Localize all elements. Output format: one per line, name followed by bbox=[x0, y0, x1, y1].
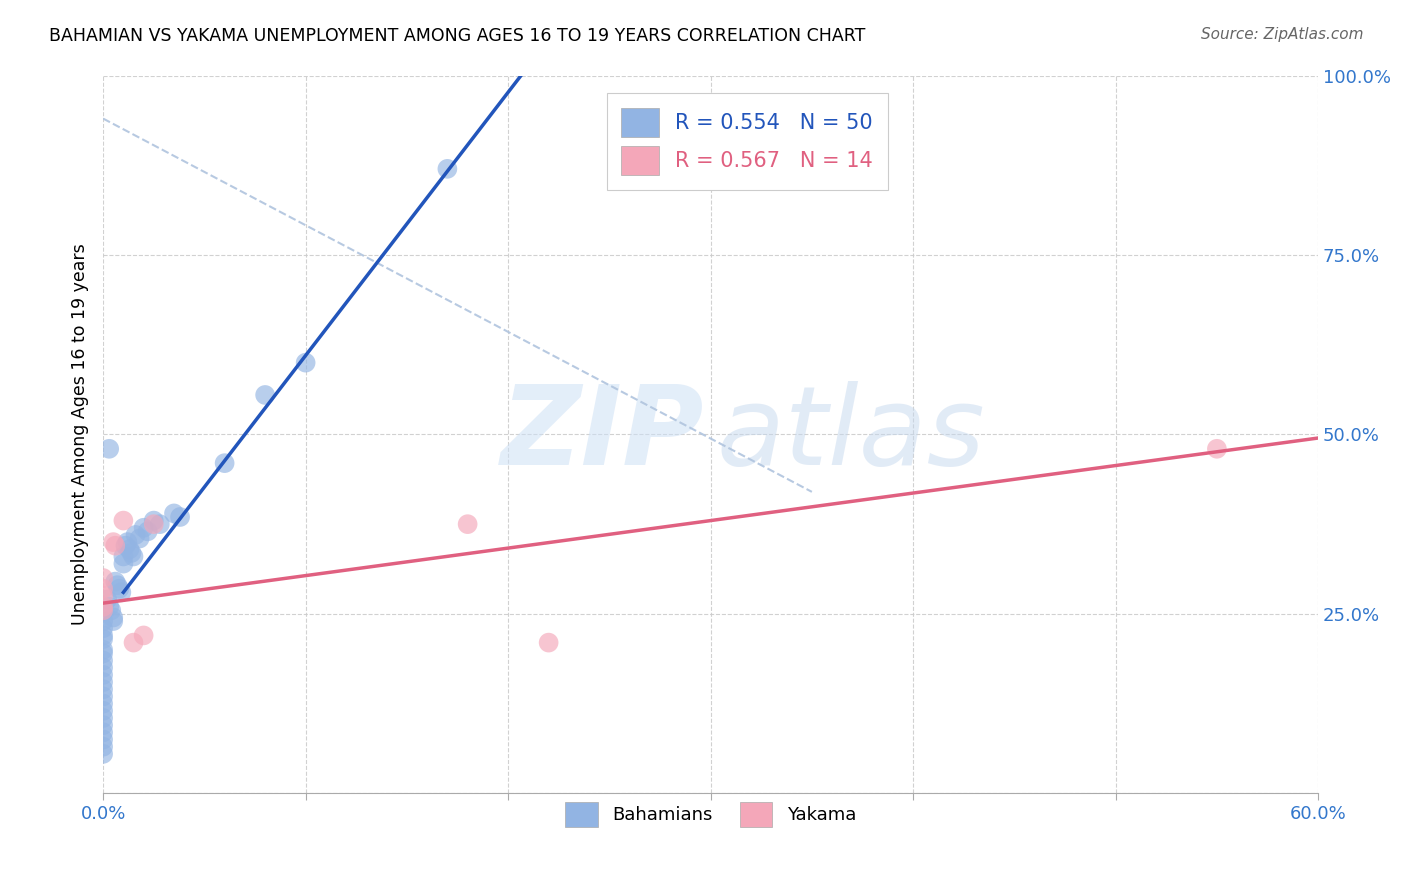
Point bbox=[91, 682, 114, 697]
Point bbox=[103, 535, 125, 549]
Point bbox=[294, 356, 316, 370]
Point bbox=[91, 697, 114, 711]
Point bbox=[91, 704, 114, 718]
Point bbox=[128, 532, 150, 546]
Point bbox=[214, 456, 236, 470]
Point bbox=[98, 599, 121, 614]
Point bbox=[436, 161, 458, 176]
Point bbox=[118, 542, 141, 557]
Point bbox=[96, 592, 118, 607]
Point bbox=[100, 603, 122, 617]
Point bbox=[132, 628, 155, 642]
Point bbox=[124, 528, 146, 542]
Point bbox=[91, 571, 114, 585]
Point bbox=[132, 521, 155, 535]
Point bbox=[169, 510, 191, 524]
Point bbox=[98, 442, 121, 456]
Point bbox=[91, 690, 114, 704]
Point bbox=[142, 514, 165, 528]
Point bbox=[457, 517, 479, 532]
Point bbox=[91, 718, 114, 732]
Point bbox=[91, 632, 114, 646]
Point bbox=[110, 585, 132, 599]
Text: Source: ZipAtlas.com: Source: ZipAtlas.com bbox=[1201, 27, 1364, 42]
Point bbox=[104, 574, 127, 589]
Point bbox=[114, 539, 136, 553]
Point bbox=[122, 549, 145, 564]
Point bbox=[91, 668, 114, 682]
Point bbox=[112, 557, 135, 571]
Point bbox=[537, 32, 560, 46]
Point bbox=[121, 546, 143, 560]
Point bbox=[104, 539, 127, 553]
Text: ZIP: ZIP bbox=[501, 381, 704, 488]
Y-axis label: Unemployment Among Ages 16 to 19 years: Unemployment Among Ages 16 to 19 years bbox=[72, 244, 89, 625]
Point bbox=[112, 549, 135, 564]
Point bbox=[91, 642, 114, 657]
Point bbox=[91, 628, 114, 642]
Legend: Bahamians, Yakama: Bahamians, Yakama bbox=[558, 795, 863, 835]
Point bbox=[136, 524, 159, 539]
Point bbox=[122, 635, 145, 649]
Point bbox=[105, 578, 128, 592]
Point bbox=[254, 388, 277, 402]
Point bbox=[91, 614, 114, 628]
Point bbox=[91, 646, 114, 660]
Point bbox=[103, 610, 125, 624]
Point bbox=[163, 507, 186, 521]
Point bbox=[91, 582, 114, 596]
Point bbox=[108, 582, 131, 596]
Text: BAHAMIAN VS YAKAMA UNEMPLOYMENT AMONG AGES 16 TO 19 YEARS CORRELATION CHART: BAHAMIAN VS YAKAMA UNEMPLOYMENT AMONG AG… bbox=[49, 27, 866, 45]
Point bbox=[91, 711, 114, 725]
Point bbox=[91, 725, 114, 739]
Point bbox=[537, 635, 560, 649]
Point bbox=[91, 603, 114, 617]
Point bbox=[91, 747, 114, 761]
Point bbox=[91, 732, 114, 747]
Point bbox=[149, 517, 172, 532]
Point bbox=[91, 589, 114, 603]
Point bbox=[1205, 442, 1227, 456]
Text: atlas: atlas bbox=[717, 381, 986, 488]
Point bbox=[91, 661, 114, 675]
Point bbox=[91, 599, 114, 614]
Point bbox=[91, 654, 114, 668]
Point bbox=[142, 517, 165, 532]
Point bbox=[117, 535, 139, 549]
Point bbox=[103, 614, 125, 628]
Point bbox=[91, 675, 114, 690]
Point bbox=[112, 514, 135, 528]
Point bbox=[91, 739, 114, 754]
Point bbox=[91, 621, 114, 635]
